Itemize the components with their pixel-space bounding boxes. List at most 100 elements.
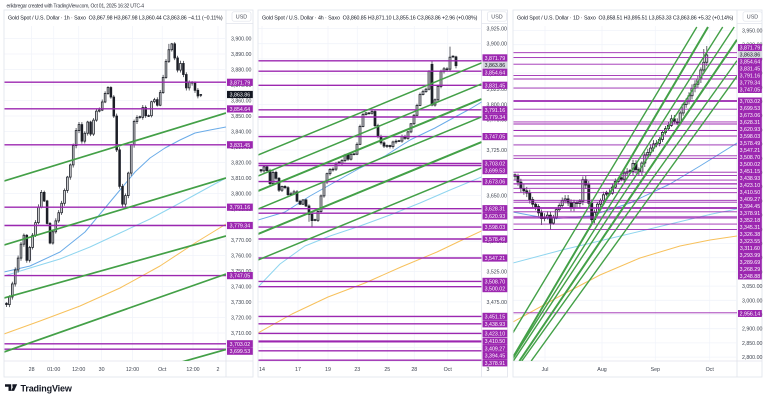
svg-text:3,578.49: 3,578.49: [740, 141, 761, 147]
svg-text:30: 30: [99, 367, 105, 373]
svg-text:3,378.91: 3,378.91: [485, 361, 506, 367]
svg-text:Gold Spot / U.S. Dollar · 1D ·: Gold Spot / U.S. Dollar · 1D · Saxo O3,8…: [517, 16, 734, 22]
svg-text:3,747.05: 3,747.05: [230, 274, 251, 280]
svg-text:01:00: 01:00: [47, 367, 60, 373]
svg-text:USD: USD: [236, 14, 247, 20]
svg-text:3,293.99: 3,293.99: [740, 253, 761, 259]
svg-text:14: 14: [259, 367, 265, 373]
svg-text:3,779.34: 3,779.34: [740, 81, 761, 87]
svg-text:3,423.10: 3,423.10: [740, 183, 761, 189]
svg-text:Oct: Oct: [706, 367, 715, 373]
svg-text:3,352.18: 3,352.18: [740, 218, 761, 224]
svg-text:3,854.64: 3,854.64: [740, 60, 761, 66]
svg-text:3,673.06: 3,673.06: [740, 113, 761, 119]
svg-text:3,730.00: 3,730.00: [231, 300, 252, 306]
svg-text:3,699.53: 3,699.53: [230, 349, 251, 355]
svg-text:3,326.38: 3,326.38: [740, 232, 761, 238]
svg-text:3,628.31: 3,628.31: [485, 207, 506, 213]
svg-text:USD: USD: [491, 14, 502, 20]
svg-text:2,850.00: 2,850.00: [742, 341, 763, 347]
svg-text:3,890.00: 3,890.00: [231, 52, 252, 58]
svg-text:3,620.93: 3,620.93: [485, 214, 506, 220]
svg-text:3,800.00: 3,800.00: [486, 102, 507, 108]
svg-text:25: 25: [384, 367, 390, 373]
svg-text:3,311.60: 3,311.60: [740, 246, 760, 252]
svg-text:3,508.70: 3,508.70: [485, 279, 506, 285]
svg-text:Oct: Oct: [158, 367, 167, 373]
svg-text:3,725.00: 3,725.00: [486, 148, 507, 154]
svg-text:2,800.00: 2,800.00: [742, 355, 763, 361]
svg-text:3,451.15: 3,451.15: [485, 314, 506, 320]
svg-text:12:00: 12:00: [126, 367, 139, 373]
svg-text:19: 19: [325, 367, 331, 373]
svg-text:Jul: Jul: [542, 367, 549, 373]
svg-text:3,854.64: 3,854.64: [485, 70, 506, 76]
svg-text:3,508.70: 3,508.70: [740, 155, 761, 161]
svg-text:3,880.00: 3,880.00: [231, 68, 252, 74]
svg-text:3,740.00: 3,740.00: [231, 285, 252, 291]
svg-text:3,863.86: 3,863.86: [230, 93, 251, 99]
svg-text:3,248.88: 3,248.88: [740, 274, 761, 280]
svg-text:3,289.69: 3,289.69: [740, 260, 761, 266]
svg-text:3,950.00: 3,950.00: [742, 29, 763, 35]
svg-text:3,598.03: 3,598.03: [485, 225, 506, 231]
svg-text:3,770.00: 3,770.00: [231, 238, 252, 244]
svg-text:3,831.45: 3,831.45: [740, 67, 761, 73]
svg-text:3,791.16: 3,791.16: [740, 74, 761, 80]
svg-text:3,525.00: 3,525.00: [486, 270, 507, 276]
svg-text:3,500.02: 3,500.02: [740, 162, 761, 168]
svg-text:3,323.55: 3,323.55: [740, 239, 761, 245]
svg-text:3,860.00: 3,860.00: [231, 99, 252, 105]
svg-text:3,547.21: 3,547.21: [740, 148, 761, 154]
svg-text:3,475.00: 3,475.00: [486, 300, 507, 306]
svg-text:3,268.29: 3,268.29: [740, 267, 761, 273]
svg-text:2: 2: [217, 367, 220, 373]
svg-text:23: 23: [354, 367, 360, 373]
svg-text:3,791.16: 3,791.16: [230, 205, 251, 211]
svg-text:28: 28: [29, 367, 35, 373]
svg-text:3,870.00: 3,870.00: [231, 83, 252, 89]
svg-text:3,650.00: 3,650.00: [486, 194, 507, 200]
svg-text:3,673.06: 3,673.06: [485, 180, 506, 186]
svg-text:3,779.34: 3,779.34: [485, 115, 506, 121]
svg-text:Gold Spot / U.S. Dollar · 4h ·: Gold Spot / U.S. Dollar · 4h · Saxo O3,8…: [262, 16, 478, 22]
svg-text:3,345.31: 3,345.31: [740, 225, 761, 231]
svg-text:3,871.79: 3,871.79: [740, 46, 761, 52]
svg-text:3,410.50: 3,410.50: [485, 339, 506, 345]
svg-text:3,871.79: 3,871.79: [485, 56, 506, 62]
svg-text:12:00: 12:00: [72, 367, 85, 373]
svg-text:3,747.05: 3,747.05: [485, 135, 506, 141]
svg-text:3,000.00: 3,000.00: [742, 298, 763, 304]
svg-text:erikbregar created with Tradin: erikbregar created with TradingView.com,…: [7, 4, 145, 10]
svg-text:3,699.53: 3,699.53: [740, 106, 761, 112]
svg-text:3,628.31: 3,628.31: [740, 120, 761, 126]
svg-text:3,423.10: 3,423.10: [485, 331, 506, 337]
svg-text:3,800.00: 3,800.00: [231, 192, 252, 198]
svg-text:3,410.50: 3,410.50: [740, 190, 761, 196]
svg-text:17: 17: [295, 367, 301, 373]
svg-text:3,378.91: 3,378.91: [740, 211, 761, 217]
svg-text:12:00: 12:00: [186, 367, 199, 373]
svg-text:3,825.00: 3,825.00: [486, 87, 507, 93]
svg-text:3,779.34: 3,779.34: [230, 224, 251, 230]
svg-text:Gold Spot / U.S. Dollar · 1h ·: Gold Spot / U.S. Dollar · 1h · Saxo O3,8…: [8, 16, 223, 22]
svg-text:3,747.05: 3,747.05: [740, 88, 761, 94]
svg-text:3,703.02: 3,703.02: [740, 99, 761, 105]
svg-text:3,820.00: 3,820.00: [231, 161, 252, 167]
svg-text:3,720.00: 3,720.00: [231, 316, 252, 322]
svg-text:3,871.79: 3,871.79: [230, 80, 251, 86]
svg-text:3,500.02: 3,500.02: [485, 287, 506, 293]
svg-text:3,547.21: 3,547.21: [485, 256, 506, 262]
svg-text:3,831.45: 3,831.45: [485, 83, 506, 89]
svg-text:3: 3: [487, 367, 490, 373]
svg-text:USD: USD: [747, 14, 758, 20]
svg-text:3,438.93: 3,438.93: [485, 322, 506, 328]
svg-text:TradingView: TradingView: [21, 383, 73, 393]
svg-text:3,703.02: 3,703.02: [230, 342, 251, 348]
svg-text:3,863.86: 3,863.86: [740, 53, 761, 59]
svg-text:2,900.00: 2,900.00: [742, 327, 763, 333]
svg-text:Oct: Oct: [444, 367, 453, 373]
svg-text:3,925.00: 3,925.00: [486, 27, 507, 33]
svg-text:3,710.00: 3,710.00: [231, 331, 252, 337]
svg-text:3,699.53: 3,699.53: [485, 169, 506, 175]
